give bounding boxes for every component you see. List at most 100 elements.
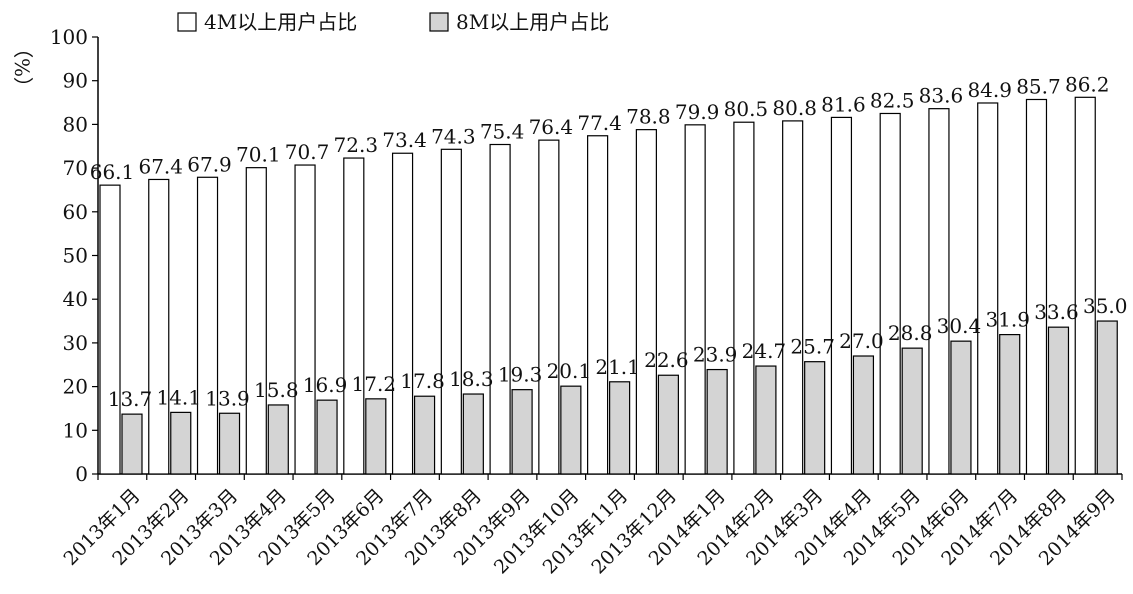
data-label-4m: 81.6 [821,92,866,116]
bar-4m [196,176,219,475]
bar-8m [121,413,143,475]
data-label-8m: 17.2 [352,372,397,396]
bar-8m [560,385,582,475]
bar-4m [391,152,414,475]
bar-8m [511,389,533,475]
data-label-4m: 67.4 [138,154,183,178]
data-label-4m: 70.1 [236,143,281,167]
y-tick-label: 60 [63,200,88,224]
data-label-8m: 13.7 [108,387,153,411]
data-label-4m: 70.7 [285,140,330,164]
data-label-4m: 86.2 [1065,72,1110,96]
data-label-4m: 67.9 [187,152,232,176]
data-label-8m: 13.9 [205,386,250,410]
data-label-4m: 85.7 [1016,74,1061,98]
data-label-8m: 31.9 [985,308,1030,332]
bar-8m [218,412,241,475]
data-label-4m: 76.4 [529,115,574,139]
legend-label-4m: 4M以上用户占比 [204,10,357,34]
bar-8m [1096,320,1118,475]
bar-4m [977,102,999,475]
data-label-8m: 25.7 [790,335,835,359]
bar-4m [148,178,170,475]
data-label-4m: 84.9 [967,78,1012,102]
legend-label-8m: 8M以上用户占比 [456,10,609,34]
data-label-8m: 18.3 [449,367,494,391]
data-label-8m: 33.6 [1034,300,1079,324]
bar-8m [267,404,289,475]
data-label-4m: 80.5 [724,97,769,121]
bar-4m [1025,98,1048,475]
bar-8m [170,411,192,475]
y-tick-label: 0 [75,462,88,486]
bar-8m [657,374,679,475]
bar-8m [462,393,484,475]
data-label-8m: 19.3 [498,363,543,387]
bar-8m [316,399,338,475]
bar-4m [587,135,609,475]
bar-4m [99,184,121,475]
legend: 4M以上用户占比 8M以上用户占比 [177,10,609,34]
data-label-4m: 72.3 [334,133,379,157]
bar-4m [294,164,316,475]
data-label-4m: 82.5 [870,88,915,112]
bar-8m [950,340,972,475]
bar-8m [852,355,875,475]
bar-8m [755,365,777,475]
bar-4m [782,120,804,475]
data-label-8m: 35.0 [1083,294,1128,318]
y-tick-label: 100 [50,25,88,49]
bar-4m [830,116,853,475]
data-label-8m: 21.1 [595,355,640,379]
data-label-4m: 80.8 [772,96,817,120]
bar-8m [365,398,387,475]
data-label-4m: 78.8 [626,105,671,129]
bar-8m [1047,326,1070,475]
bars [99,96,1118,475]
data-label-4m: 73.4 [382,128,427,152]
y-tick-label: 70 [63,156,88,180]
y-tick-label: 10 [63,418,88,442]
data-label-8m: 16.9 [303,373,348,397]
bar-4m [538,139,560,475]
data-label-8m: 22.6 [644,348,689,372]
y-axis-unit-label: （%） [10,38,34,97]
bar-8m [413,395,436,475]
data-label-4m: 66.1 [90,160,135,184]
legend-swatch-4m [177,12,197,32]
bar-8m [804,361,826,475]
bar-4m [245,167,267,475]
data-label-8m: 27.0 [839,329,884,353]
data-label-8m: 17.8 [400,369,445,393]
bar-4m [489,143,511,475]
data-label-8m: 28.8 [888,321,933,345]
x-axis-labels: 2013年1月2013年2月2013年3月2013年4月2013年5月2013年… [59,485,1119,579]
bar-4m [928,108,950,475]
data-label-8m: 15.8 [254,378,299,402]
data-label-8m: 24.7 [742,339,787,363]
bar-8m [706,368,728,475]
y-tick-label: 30 [63,331,88,355]
y-tick-label: 40 [63,287,88,311]
data-label-8m: 14.1 [156,385,201,409]
data-label-4m: 75.4 [480,120,525,144]
bar-8m [999,333,1021,475]
bar-4m [343,157,365,475]
data-label-8m: 23.9 [693,343,738,367]
bar-4m [440,148,462,475]
data-label-4m: 83.6 [919,84,964,108]
y-tick-label: 90 [63,69,88,93]
data-labels: 66.1 13.7 67.4 14.1 67.9 13.9 70.1 15.8 70.7 16.9… [90,72,1128,411]
bar-4m [733,121,755,475]
y-tick-label: 50 [63,244,88,268]
data-label-4m: 79.9 [675,100,720,124]
bar-4m [635,129,657,475]
bar-4m [1074,96,1096,475]
bar-4m [879,112,901,475]
bar-8m [609,381,631,475]
data-label-4m: 77.4 [577,111,622,135]
bar-4m [684,124,706,475]
bar-8m [901,347,923,475]
data-label-8m: 20.1 [547,359,592,383]
